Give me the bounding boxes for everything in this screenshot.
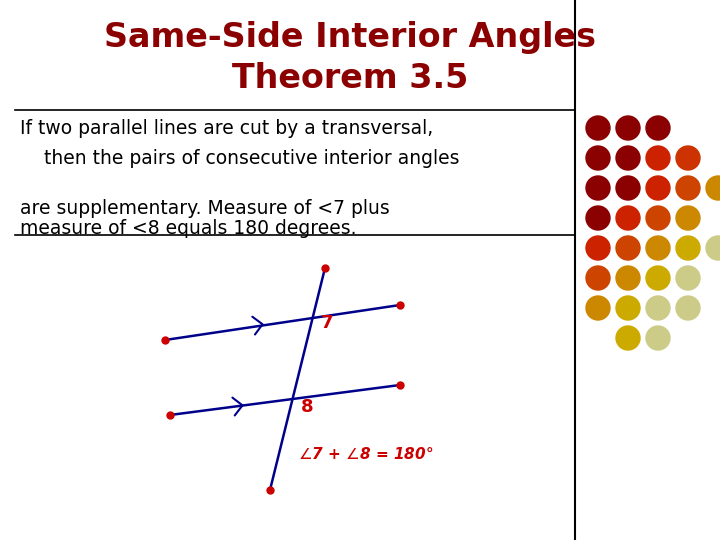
Circle shape [646, 116, 670, 140]
Circle shape [676, 296, 700, 320]
Circle shape [706, 176, 720, 200]
Circle shape [586, 266, 610, 290]
Circle shape [616, 146, 640, 170]
Circle shape [616, 296, 640, 320]
Circle shape [646, 206, 670, 230]
Circle shape [646, 236, 670, 260]
Circle shape [646, 266, 670, 290]
Circle shape [616, 266, 640, 290]
Circle shape [646, 326, 670, 350]
Text: $\angle$7 + $\angle$8 = 180°: $\angle$7 + $\angle$8 = 180° [297, 446, 433, 462]
Circle shape [586, 296, 610, 320]
Circle shape [676, 266, 700, 290]
Text: measure of <8 equals 180 degrees.: measure of <8 equals 180 degrees. [20, 219, 356, 238]
Circle shape [646, 176, 670, 200]
Circle shape [616, 176, 640, 200]
Text: If two parallel lines are cut by a transversal,: If two parallel lines are cut by a trans… [20, 118, 433, 138]
Circle shape [676, 236, 700, 260]
Text: Theorem 3.5: Theorem 3.5 [232, 62, 468, 94]
Circle shape [676, 176, 700, 200]
Circle shape [586, 206, 610, 230]
Circle shape [586, 116, 610, 140]
Circle shape [616, 236, 640, 260]
Text: 7: 7 [320, 314, 333, 332]
Circle shape [586, 176, 610, 200]
Circle shape [616, 206, 640, 230]
Circle shape [586, 146, 610, 170]
Text: 8: 8 [300, 398, 313, 416]
Text: are supplementary. Measure of <7 plus: are supplementary. Measure of <7 plus [20, 199, 390, 218]
Circle shape [646, 146, 670, 170]
Circle shape [616, 116, 640, 140]
Text: Same-Side Interior Angles: Same-Side Interior Angles [104, 22, 596, 55]
Text: then the pairs of consecutive interior angles: then the pairs of consecutive interior a… [20, 148, 459, 167]
Circle shape [706, 236, 720, 260]
Circle shape [676, 146, 700, 170]
Circle shape [616, 326, 640, 350]
Circle shape [586, 236, 610, 260]
Circle shape [646, 296, 670, 320]
Circle shape [676, 206, 700, 230]
